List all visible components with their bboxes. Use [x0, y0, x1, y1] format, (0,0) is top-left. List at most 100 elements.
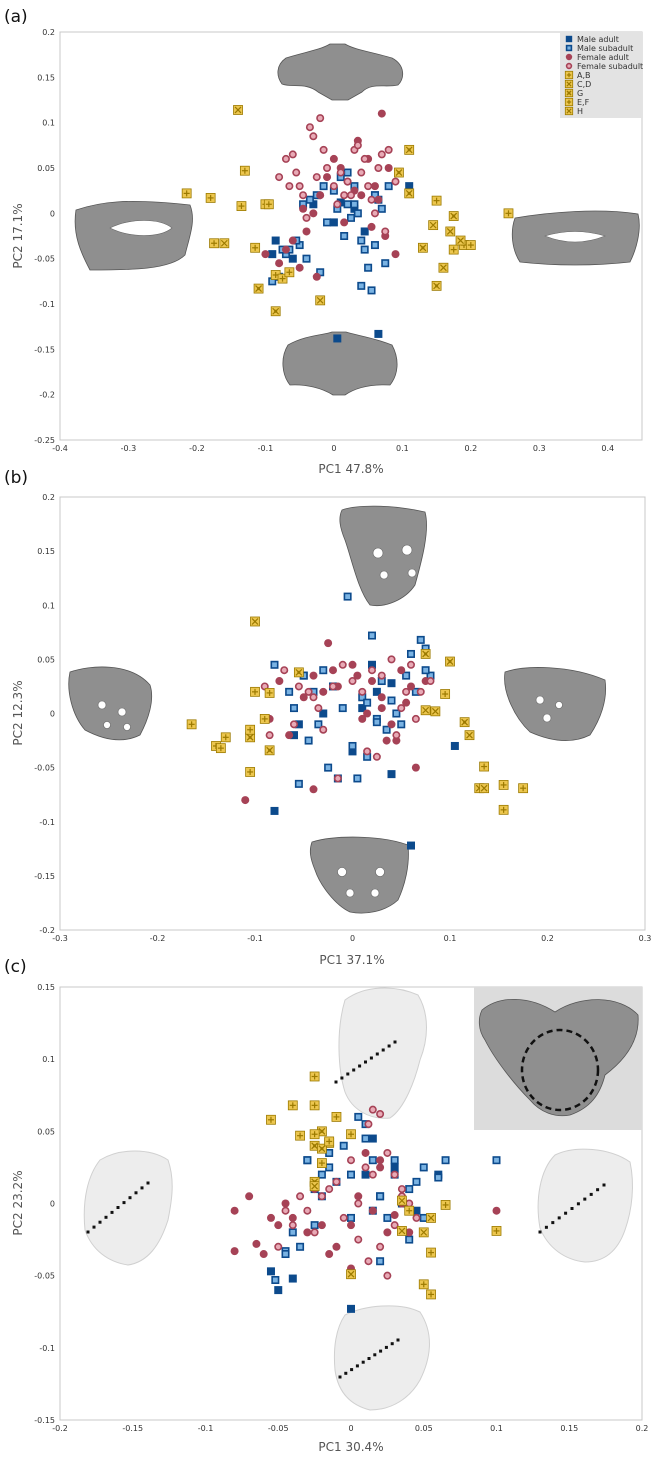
data-point: [407, 841, 415, 850]
data-point: [405, 1228, 414, 1237]
data-point: [346, 1170, 355, 1179]
x-tick-label: -0.3: [52, 934, 68, 943]
data-point: [441, 1156, 450, 1165]
data-point: [181, 188, 192, 199]
landmark-dot: [334, 1080, 338, 1084]
data-point: [280, 666, 289, 675]
data-point: [268, 250, 277, 259]
panel-b: (b) -0.3 -0.2 -0.1 0 0: [4, 468, 651, 967]
legend-marker: [565, 35, 573, 43]
data-point: [245, 1192, 254, 1201]
data-point: [492, 1206, 501, 1215]
data-point: [329, 666, 337, 675]
data-point: [411, 714, 420, 723]
y-tick-label: 0.2: [42, 493, 55, 502]
data-point: [430, 706, 441, 717]
data-point: [390, 1170, 399, 1179]
x-axis-label-b: PC1 37.1%: [319, 953, 384, 967]
data-point: [310, 1221, 319, 1230]
landmark-dot: [557, 1216, 561, 1220]
data-point: [271, 1275, 280, 1284]
data-point: [405, 182, 414, 191]
series-CD: [219, 226, 466, 273]
data-point: [426, 677, 435, 686]
panel-label-a: (a): [4, 7, 28, 27]
legend-item: Male adult: [565, 35, 619, 44]
panel-label-c: (c): [4, 957, 27, 977]
data-point: [277, 273, 288, 284]
legend-item: Male subadult: [565, 44, 633, 53]
data-point: [331, 1112, 342, 1122]
data-point: [383, 1148, 392, 1157]
data-point: [252, 1239, 261, 1248]
data-point: [376, 1110, 385, 1119]
data-point: [303, 1156, 312, 1165]
x-tick-label: 0.1: [396, 444, 409, 453]
data-point: [392, 731, 401, 740]
landmark-dot: [116, 1206, 120, 1209]
series-EF: [181, 165, 295, 284]
data-point: [333, 200, 342, 209]
data-point: [333, 334, 342, 343]
data-point: [294, 720, 303, 729]
data-point: [239, 165, 250, 176]
data-point: [209, 238, 219, 249]
data-point: [361, 1148, 370, 1157]
data-point: [368, 660, 376, 669]
data-point: [518, 783, 529, 794]
pelvis-right-c: [537, 1148, 633, 1263]
data-point: [406, 649, 415, 658]
data-point: [274, 1221, 283, 1230]
landmark-dot: [344, 1371, 348, 1375]
data-point: [319, 182, 328, 191]
data-point: [281, 154, 290, 163]
data-point: [293, 667, 304, 678]
data-point: [377, 671, 386, 680]
data-point: [402, 671, 411, 680]
data-point: [245, 724, 256, 735]
data-point: [417, 242, 428, 253]
data-point: [387, 720, 396, 729]
landmark-dot: [544, 1225, 548, 1229]
legend-label: C,D: [577, 80, 591, 89]
data-point: [426, 1247, 436, 1258]
y-tick-label: 0.15: [37, 983, 55, 992]
legend-item: H: [564, 106, 583, 116]
data-point: [412, 1177, 421, 1186]
data-point: [431, 280, 442, 291]
data-point: [348, 677, 357, 686]
data-point: [285, 731, 294, 740]
landmark-dot: [381, 1048, 385, 1052]
y-tick-label: 0.2: [42, 28, 55, 37]
series-female_subadult: [275, 114, 400, 236]
data-point: [448, 244, 459, 255]
data-point: [324, 639, 333, 648]
data-point: [264, 688, 275, 698]
data-point: [266, 1267, 275, 1276]
data-point: [284, 267, 295, 278]
y-tick-label: -0.05: [34, 255, 55, 264]
series-H: [250, 616, 260, 627]
data-point: [376, 1242, 385, 1251]
data-point: [353, 141, 362, 150]
panel-c: (c) -0.2 -0.15 -0.1 -0.05 0 0.05 0.1 0.15 0.2-0.…: [4, 957, 648, 1454]
data-point: [405, 1199, 414, 1208]
data-point: [281, 1199, 290, 1208]
landmark-dot: [538, 1230, 542, 1234]
data-point: [281, 245, 290, 254]
data-point: [360, 154, 369, 163]
series-female_subadult: [274, 1105, 421, 1280]
y-tick-label: 0.15: [37, 547, 55, 556]
data-point: [319, 145, 328, 154]
data-point: [302, 254, 311, 263]
bone-bottom-b: [309, 836, 409, 914]
landmark-dot: [338, 1375, 342, 1379]
data-point: [387, 679, 396, 688]
data-point: [353, 671, 362, 680]
data-point: [465, 240, 476, 250]
landmark-dot: [134, 1191, 138, 1195]
x-tick-label: 0.3: [639, 934, 651, 943]
data-point: [419, 1213, 428, 1222]
data-point: [309, 1129, 320, 1140]
